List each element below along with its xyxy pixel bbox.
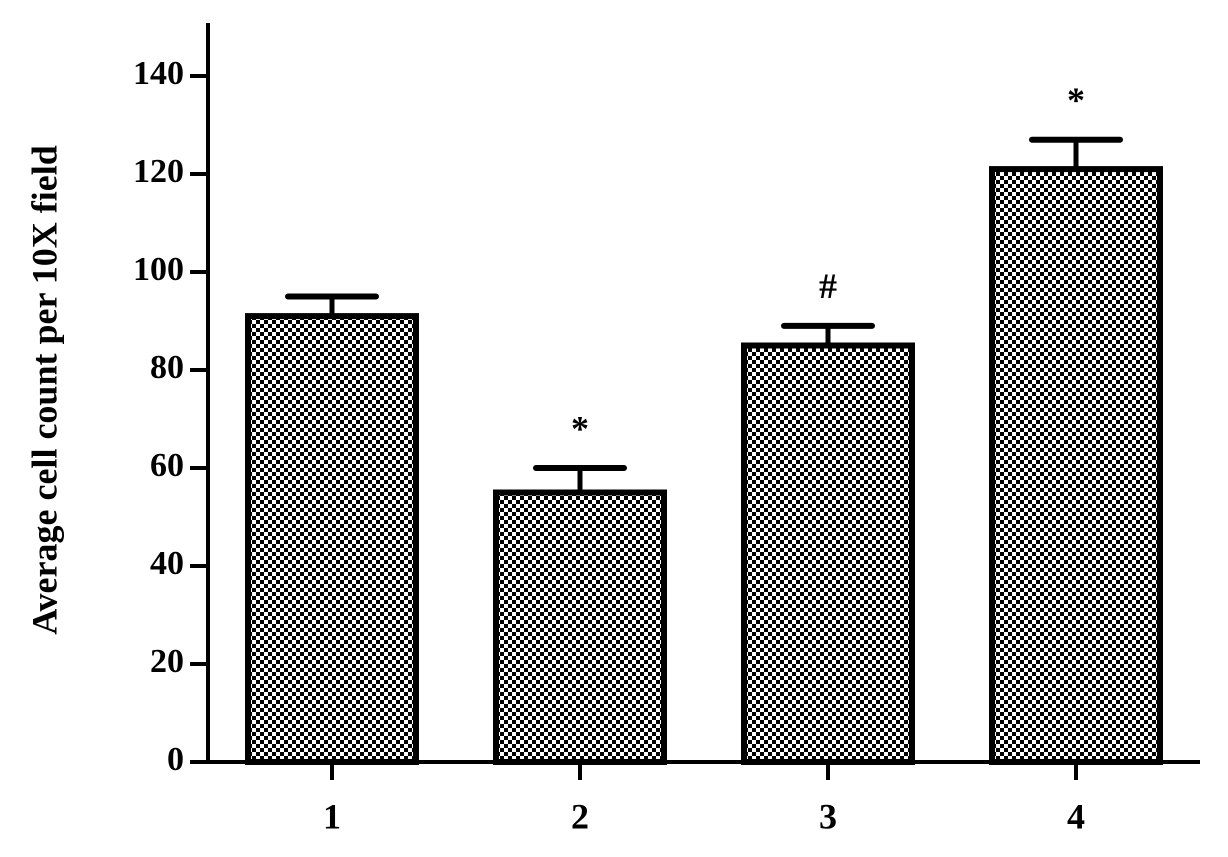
x-tick-label: 4 xyxy=(1067,796,1085,836)
y-tick-label: 60 xyxy=(150,447,184,484)
annotation: * xyxy=(571,408,589,448)
y-tick-label: 80 xyxy=(150,349,184,386)
bar xyxy=(989,166,1163,766)
annotation: # xyxy=(819,266,837,306)
y-tick-label: 0 xyxy=(167,741,184,778)
bar xyxy=(245,313,419,765)
bar xyxy=(741,342,915,765)
x-tick-label: 2 xyxy=(571,796,589,836)
bar xyxy=(493,489,667,765)
y-tick-label: 140 xyxy=(133,55,184,92)
x-tick-label: 1 xyxy=(323,796,341,836)
y-tick-label: 20 xyxy=(150,643,184,680)
y-tick-label: 120 xyxy=(133,153,184,190)
y-tick-label: 40 xyxy=(150,545,184,582)
y-axis-label: Average cell count per 10X field xyxy=(24,145,64,635)
x-tick-label: 3 xyxy=(819,796,837,836)
y-tick-label: 100 xyxy=(133,251,184,288)
annotation: * xyxy=(1067,80,1085,120)
